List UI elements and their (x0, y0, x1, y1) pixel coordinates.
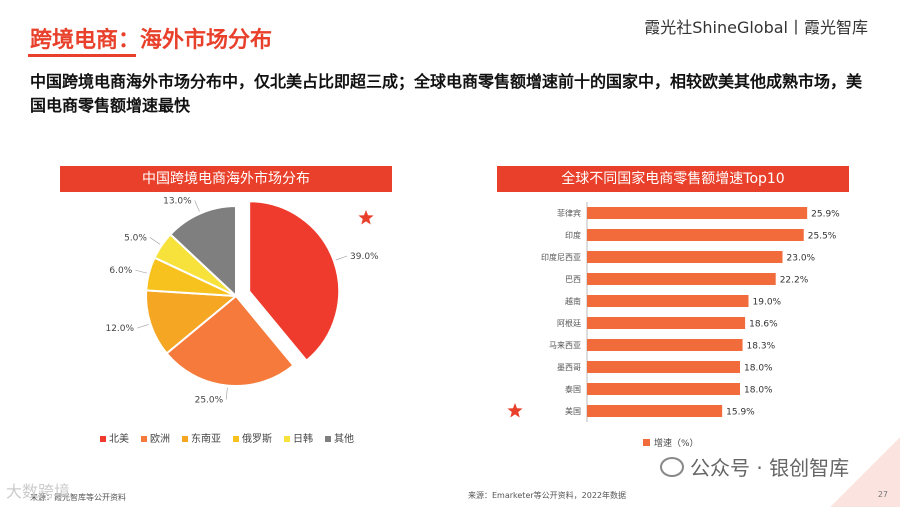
watermark-left: 大数跨境 (6, 482, 71, 501)
pie-chart-panel: 39.0% 25.0% 12.0% 6.0% 5.0% 13.0% 北美 欧洲 东南亚 俄罗斯 日韩… (60, 194, 392, 464)
pie-slice-1 (165, 294, 295, 387)
highlight-star-icon-bar (507, 403, 523, 418)
bar-chart-panel: 菲律宾 25.9% 印度 25.5% 印度尼西亚 23.0% 巴西 22.2% 越南 19.0% 阿… (497, 194, 849, 456)
watermark-right-text: 公众号 · 银创智库 (690, 456, 850, 480)
pie-legend-label-3: 俄罗斯 (242, 432, 272, 445)
pie-label-0: 39.0% (350, 252, 379, 262)
pie-legend-swatch-5 (325, 436, 331, 442)
bar-0 (587, 207, 808, 219)
watermark-right: 公众号 · 银创智库 (660, 452, 849, 481)
page-number: 27 (877, 490, 888, 499)
pie-legend-label-1: 欧洲 (150, 433, 170, 445)
pie-leader-0 (335, 255, 348, 261)
bar-value-5: 18.6% (749, 320, 778, 330)
pie-source: 来源：霞光智库等公开资料 (30, 493, 126, 502)
pie-leader-4 (149, 237, 161, 245)
pie-legend-label-4: 日韩 (293, 432, 313, 445)
bar-legend-swatch (643, 439, 650, 446)
page-subtitle: 中国跨境电商海外市场分布中，仅北美占比即超三成；全球电商零售额增速前十的国家中，… (30, 72, 863, 115)
bar-value-0: 25.9% (811, 210, 840, 220)
pie-legend-swatch-3 (233, 436, 239, 442)
bar-category-8: 泰国 (565, 384, 581, 394)
bar-value-8: 18.0% (744, 386, 773, 396)
bar-1 (587, 229, 804, 241)
bar-value-9: 15.9% (726, 408, 755, 418)
bar-legend-label: 增速（%） (654, 437, 699, 449)
pie-leader-5 (194, 200, 200, 212)
bar-2 (587, 251, 783, 263)
bar-value-1: 25.5% (808, 232, 837, 242)
bar-source: 来源：Emarketer等公开资料，2022年数据 (468, 491, 627, 500)
pie-label-3: 6.0% (109, 266, 132, 276)
pie-legend-swatch-4 (284, 436, 290, 442)
title-underline (28, 54, 136, 57)
bar-panel-header: 全球不同国家电商零售额增速Top10 (497, 166, 849, 192)
pie-label-1: 25.0% (195, 396, 224, 406)
pie-legend-label-2: 东南亚 (191, 432, 221, 445)
brand-logo-text: 霞光社ShineGlobal丨霞光智库 (644, 18, 868, 37)
bar-5 (587, 317, 746, 329)
page-title: 跨境电商：海外市场分布 (30, 28, 273, 53)
bar-7 (587, 361, 740, 373)
pie-leader-2 (136, 324, 149, 329)
bar-category-3: 巴西 (565, 275, 581, 284)
bar-6 (587, 339, 743, 351)
pie-slice-5 (168, 204, 237, 299)
pie-legend-label-0: 北美 (109, 432, 129, 445)
pie-leader-3 (135, 269, 147, 274)
pie-label-5: 13.0% (163, 197, 192, 207)
bar-8 (587, 383, 740, 395)
bar-4 (587, 295, 749, 307)
pie-slice-0 (248, 200, 341, 363)
pie-panel-header: 中国跨境电商海外市场分布 (60, 166, 392, 192)
bar-value-7: 18.0% (744, 364, 773, 374)
bar-9 (587, 405, 723, 417)
bar-value-3: 22.2% (780, 276, 809, 286)
bar-category-5: 阿根廷 (557, 318, 581, 328)
bar-category-4: 越南 (565, 296, 581, 306)
pie-leader-1 (225, 387, 228, 400)
pie-legend-swatch-1 (141, 436, 147, 442)
pie-label-4: 5.0% (124, 234, 147, 244)
bar-value-2: 23.0% (787, 254, 816, 264)
bar-category-0: 菲律宾 (557, 208, 581, 218)
pie-legend-swatch-0 (100, 436, 106, 442)
bar-chart: 菲律宾 25.9% 印度 25.5% 印度尼西亚 23.0% 巴西 22.2% 越南 19.0% 阿… (507, 202, 840, 449)
highlight-star-icon (358, 210, 374, 225)
bar-3 (587, 273, 776, 285)
pie-label-2: 12.0% (105, 324, 134, 334)
bar-category-7: 墨西哥 (557, 363, 581, 372)
bar-value-6: 18.3% (747, 342, 776, 352)
corner-decoration (830, 437, 900, 507)
bar-category-1: 印度 (565, 230, 581, 240)
pie-slice-2 (145, 289, 239, 355)
wechat-icon (660, 457, 684, 477)
bar-category-2: 印度尼西亚 (541, 252, 581, 262)
bar-category-9: 美国 (565, 406, 581, 416)
pie-legend-swatch-2 (182, 436, 188, 442)
pie-legend-label-5: 其他 (334, 432, 354, 445)
bar-category-6: 马来西亚 (549, 341, 581, 350)
bar-value-4: 19.0% (753, 298, 782, 308)
pie-chart: 39.0% 25.0% 12.0% 6.0% 5.0% 13.0% 北美 欧洲 东南亚 俄罗斯 日韩… (100, 197, 379, 445)
